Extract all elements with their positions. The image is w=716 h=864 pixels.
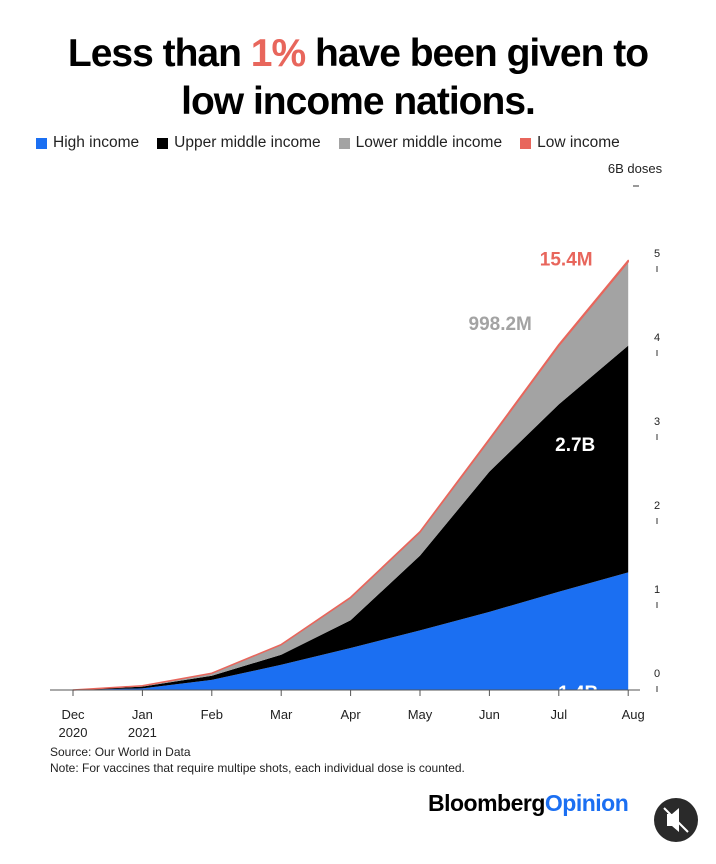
title-part: have been given to low income nations.: [181, 32, 649, 123]
y-tick-label: 4: [654, 332, 660, 344]
legend-label: Low income: [537, 134, 620, 151]
legend-swatch: [157, 137, 169, 149]
y-tick-label: 2: [654, 500, 660, 512]
legend: High income Upper middle income Lower midd…: [36, 134, 620, 152]
legend-label: High income: [53, 134, 140, 151]
legend-item: Low income: [520, 134, 620, 152]
legend-item: Upper middle income: [157, 134, 321, 152]
y-tick-label: 3: [654, 416, 660, 428]
brand-part: Bloomberg: [428, 790, 545, 816]
title: Less than 1% have been given to low inco…: [60, 30, 656, 126]
value-label: 2.7B: [555, 435, 595, 456]
area: [73, 261, 629, 690]
x-tick-label: Jul: [550, 707, 568, 722]
value-label: 998.2M: [469, 314, 532, 335]
title-part: Less than: [67, 32, 242, 75]
x-tick-label: Apr: [340, 707, 361, 722]
x-tick-label: Jan 2021: [127, 707, 157, 740]
legend-swatch: [36, 137, 47, 149]
x-tick-label: Dec 2020: [58, 707, 88, 740]
value-label: 15.4M: [540, 249, 593, 270]
y-tick-label: 1: [654, 584, 660, 596]
source: Source: Our World in Data: [50, 745, 191, 759]
note: Note: For vaccines that require multipe …: [50, 761, 465, 775]
legend-item: High income: [36, 134, 139, 152]
x-tick-label: Feb: [200, 707, 223, 722]
brand-logo: BloombergOpinion: [428, 790, 629, 817]
x-tick-label: Aug: [621, 707, 645, 722]
y-tick-label: 5: [654, 248, 660, 260]
x-tick-label: Mar: [269, 707, 293, 722]
legend-item: Lower middle income: [338, 134, 503, 152]
value-label: 1.4B: [558, 683, 598, 704]
y-tick-label: 6B doses: [608, 161, 663, 176]
legend-swatch: [520, 137, 532, 149]
legend-label: Lower middle income: [355, 134, 503, 151]
x-tick-label: May: [407, 707, 433, 722]
legend-label: Upper middle income: [174, 134, 321, 151]
y-tick-label: 0: [654, 668, 660, 680]
area: [73, 345, 629, 690]
x-tick-label: Jun: [478, 707, 500, 722]
legend-swatch: [338, 137, 350, 149]
brand-part: Opinion: [544, 790, 629, 816]
area: [72, 259, 629, 691]
title-highlight: 1%: [250, 32, 306, 75]
area: [73, 572, 629, 690]
